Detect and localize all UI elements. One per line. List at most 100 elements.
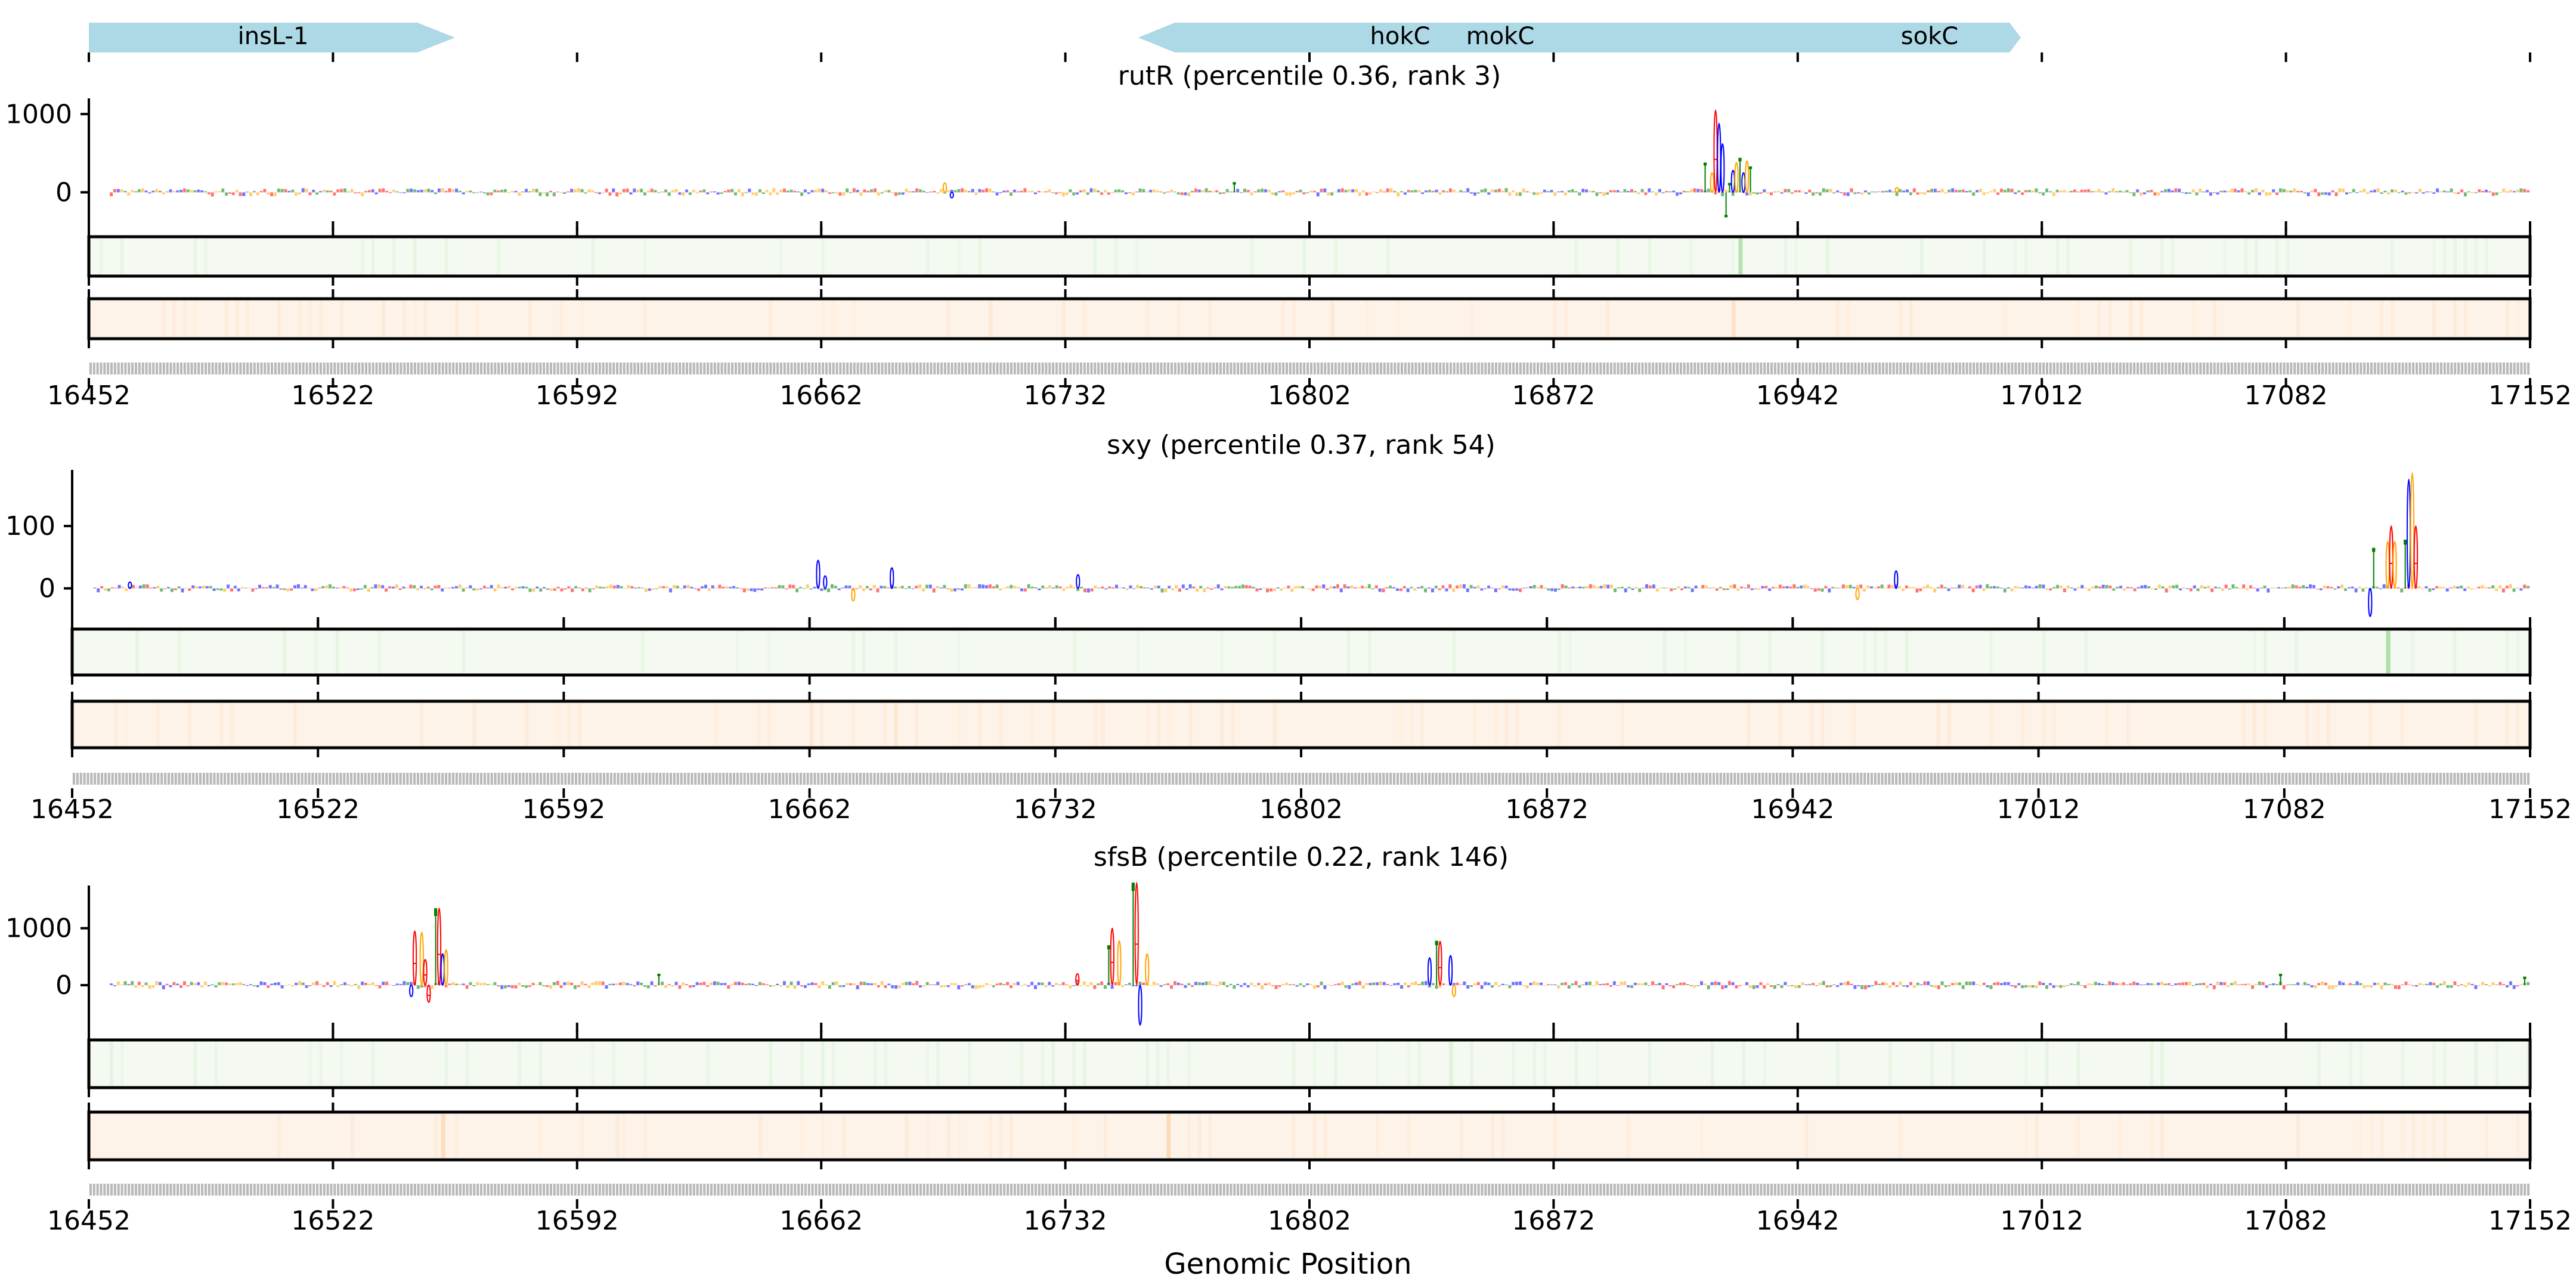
logo-letter: [2373, 190, 2376, 193]
sequence-base: [979, 363, 982, 374]
sequence-base: [1860, 773, 1863, 785]
sequence-base: [267, 363, 270, 374]
sequence-base: [1007, 773, 1010, 785]
sequence-base: [1170, 1184, 1174, 1196]
sequence-base: [1334, 363, 1337, 374]
logo-letter: [221, 982, 225, 986]
logo-letter: [242, 192, 246, 196]
logo-letter: [1996, 982, 2000, 986]
logo-letter: [2438, 586, 2442, 589]
logo-letter: [458, 984, 462, 986]
attribution-strip-green-cell: [936, 1042, 940, 1086]
sequence-base: [382, 1184, 385, 1196]
attribution-strip-orange-highlight: [809, 703, 814, 746]
sequence-base: [1045, 773, 1048, 785]
attribution-strip-green-cell: [1135, 239, 1139, 274]
sequence-base: [1903, 363, 1906, 374]
logo-letter: [116, 981, 120, 986]
sequence-base: [2225, 773, 2228, 785]
sequence-base: [1115, 773, 1118, 785]
sequence-base: [2405, 363, 2408, 374]
attribution-strip-orange-highlight: [1731, 301, 1736, 337]
logo-letter: [1445, 588, 1448, 592]
logo-letter: [249, 984, 253, 986]
logo-letter: [592, 588, 595, 590]
sequence-base: [1805, 1184, 1808, 1196]
logo-letter: [1775, 587, 1778, 589]
logo-letter: [1448, 584, 1452, 589]
sequence-base: [1284, 773, 1287, 785]
logo-letter: [103, 588, 107, 591]
sequence-base: [1941, 363, 1944, 374]
sequence-base: [1673, 363, 1676, 374]
logo-letter: [2501, 588, 2505, 593]
logo-letter: [500, 985, 504, 989]
sequence-base: [308, 773, 311, 785]
logo-letter: [1420, 586, 1424, 589]
sequence-base: [630, 363, 633, 374]
sequence-base: [141, 363, 144, 374]
sequence-base: [497, 363, 500, 374]
sequence-base: [2467, 1184, 2470, 1196]
logo-letter: [634, 587, 637, 589]
sequence-base: [2274, 773, 2277, 785]
logo-letter: [1536, 982, 1540, 986]
logo-letter: [542, 985, 546, 986]
logo-letter: [2088, 588, 2091, 592]
logo-letter: [2098, 586, 2101, 589]
logo-letter-c: [1894, 570, 1899, 589]
logo-letter: [426, 586, 430, 589]
sequence-base: [1083, 1184, 1086, 1196]
logo-letter: [1540, 585, 1543, 589]
sequence-base: [762, 363, 765, 374]
logo-letter: [419, 586, 423, 589]
sequence-base: [581, 363, 584, 374]
sequence-base: [2460, 363, 2463, 374]
sequence-base: [1937, 363, 1940, 374]
logo-letter: [476, 982, 479, 986]
logo-letter: [542, 192, 546, 194]
logo-letter: [1761, 586, 1764, 589]
x-tick-label: 16942: [1751, 794, 1834, 825]
logo-letter: [156, 586, 160, 589]
sequence-base: [940, 773, 943, 785]
logo-letter: [1209, 588, 1213, 590]
sequence-base: [1913, 363, 1916, 374]
sequence-base: [258, 773, 262, 785]
logo-letter: [1494, 588, 1497, 593]
sequence-base: [1184, 363, 1187, 374]
sequence-base: [1885, 1184, 1888, 1196]
logo-letter: [1563, 982, 1567, 986]
logo-letter: [2178, 188, 2181, 193]
logo-letter: [748, 188, 751, 193]
logo-letter: [486, 984, 490, 986]
logo-letter-c: [128, 581, 132, 589]
sequence-base: [1662, 363, 1665, 374]
sequence-base: [1252, 773, 1255, 785]
logo-letter: [343, 188, 346, 193]
logo-letter: [1100, 192, 1104, 195]
sequence-base: [1693, 1184, 1696, 1196]
x-tick-label: 16452: [47, 380, 131, 411]
sequence-base: [232, 363, 235, 374]
logo-letter: [953, 190, 957, 193]
sequence-base: [1564, 363, 1567, 374]
logo-letter: [733, 192, 737, 196]
logo-letter-t-cap: [1748, 166, 1753, 169]
sequence-base: [782, 773, 785, 785]
attribution-strip-orange-cell: [1899, 301, 1903, 337]
sequence-base: [94, 773, 97, 785]
sequence-base: [2307, 363, 2310, 374]
sequence-base: [783, 1184, 786, 1196]
sequence-base: [968, 1184, 971, 1196]
sequence-base: [748, 1184, 751, 1196]
sequence-base: [620, 773, 623, 785]
logo-letter: [1462, 584, 1466, 589]
sequence-base: [1501, 773, 1504, 785]
logo-letter: [2230, 983, 2233, 986]
sequence-base: [822, 1184, 825, 1196]
sequence-base: [1934, 363, 1937, 374]
sequence-base: [1228, 773, 1231, 785]
sequence-base: [1305, 773, 1308, 785]
sequence-base: [138, 1184, 141, 1196]
